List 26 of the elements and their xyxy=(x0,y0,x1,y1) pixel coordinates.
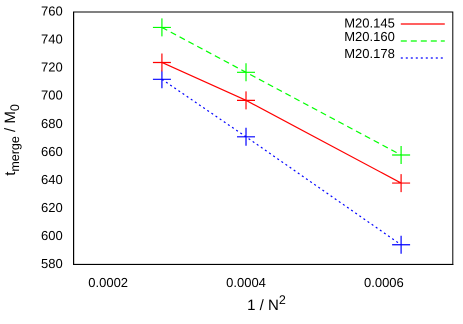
y-tick-label: 720 xyxy=(40,60,63,75)
point xyxy=(392,145,411,165)
y-tick-label: 580 xyxy=(40,256,63,271)
y-tick-label: 760 xyxy=(40,4,63,19)
point xyxy=(152,52,172,72)
x-axis-title: 1 / N$^{2}$ xyxy=(246,293,287,314)
y-tick-label: 620 xyxy=(40,200,63,215)
legend-label: M20.178 xyxy=(344,46,395,61)
point xyxy=(152,18,172,38)
y-tick-label: 740 xyxy=(40,32,63,47)
y-tick-label: 680 xyxy=(40,116,63,131)
point xyxy=(236,62,256,82)
point xyxy=(236,127,256,146)
y-tick-label: 640 xyxy=(40,172,63,187)
x-tick-label: 0.0002 xyxy=(88,274,128,290)
y-tick-label: 660 xyxy=(40,144,63,159)
legend-label: M20.160 xyxy=(344,29,395,44)
legend-label: M20.145 xyxy=(344,16,395,31)
point xyxy=(236,90,256,110)
point xyxy=(152,70,172,89)
y-tick-label: 700 xyxy=(40,88,63,103)
x-tick-label: 0.0004 xyxy=(226,274,266,290)
y-tick-label: 600 xyxy=(40,228,63,243)
x-tick-label: 0.0006 xyxy=(364,274,404,290)
point xyxy=(392,173,411,193)
point xyxy=(392,235,411,254)
